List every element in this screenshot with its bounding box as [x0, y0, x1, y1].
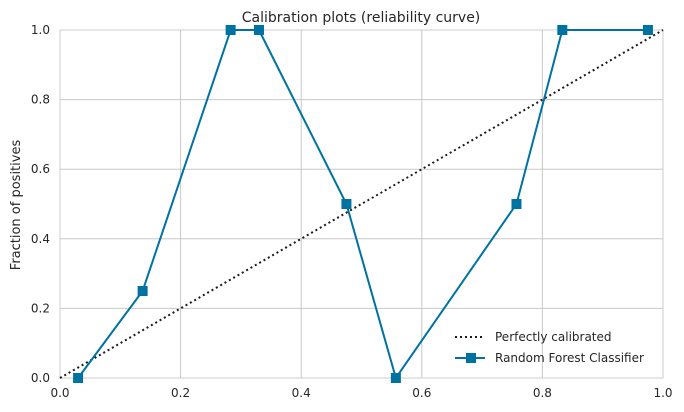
y-tick-label: 0.0 [31, 371, 50, 385]
random-forest-marker [642, 25, 653, 35]
perfectly-calibrated-line [59, 29, 664, 379]
x-tick-label: 0.6 [412, 386, 431, 400]
x-tick-label: 0.4 [292, 386, 311, 400]
series [59, 25, 664, 383]
random-forest-line [77, 29, 648, 381]
y-tick-label: 0.4 [31, 232, 50, 246]
legend: Perfectly calibrated Random Forest Class… [455, 330, 644, 365]
y-tick-label: 1.0 [31, 23, 50, 37]
y-tick-label: 0.6 [31, 162, 50, 176]
random-forest-marker [253, 25, 264, 35]
x-tick-label: 0.8 [533, 386, 552, 400]
random-forest-marker [390, 373, 401, 383]
random-forest-marker [73, 373, 84, 383]
random-forest-marker [341, 199, 352, 209]
legend-swatch-random-forest-marker [466, 353, 476, 363]
legend-label-perfectly-calibrated: Perfectly calibrated [495, 330, 612, 344]
tick-labels: 0.0 0.2 0.4 0.6 0.8 1.0 0.0 0.2 0.4 0.6 0.8 1.0 [31, 23, 673, 400]
random-forest-marker [511, 199, 522, 209]
chart-title: Calibration plots (reliability curve) [242, 10, 481, 26]
x-tick-label: 0.2 [171, 386, 190, 400]
legend-label-random-forest-classifier: Random Forest Classifier [495, 351, 644, 365]
x-tick-label: 0.0 [50, 386, 69, 400]
y-axis-label: Fraction of positives [9, 140, 24, 271]
y-tick-label: 0.8 [31, 93, 50, 107]
random-forest-marker [225, 25, 236, 35]
plot-frame [59, 29, 664, 379]
random-forest-marker [557, 25, 568, 35]
random-forest-marker [137, 286, 148, 296]
x-tick-label: 1.0 [653, 386, 672, 400]
y-tick-label: 0.2 [31, 301, 50, 315]
